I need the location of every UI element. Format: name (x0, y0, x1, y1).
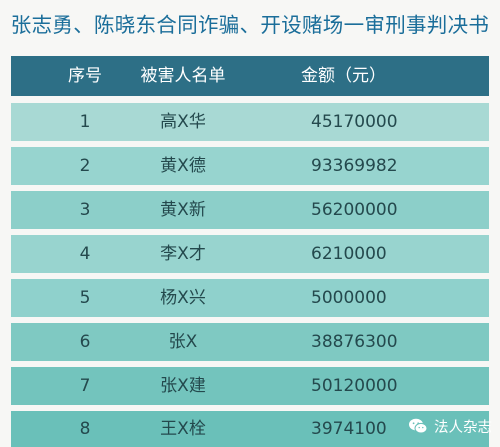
row-seq: 8 (79, 419, 91, 439)
row-seq: 7 (79, 376, 91, 396)
row-name: 张X建 (160, 376, 206, 396)
row-seq: 2 (79, 156, 91, 176)
row-name: 张X (168, 332, 198, 352)
row-name: 黄X德 (160, 156, 206, 176)
table-row: 6 张X 38876300 (11, 323, 489, 361)
row-amount: 3974100 (311, 419, 387, 439)
row-amount: 56200000 (311, 200, 398, 220)
row-seq: 5 (79, 288, 91, 308)
document-title: 张志勇、陈晓东合同诈骗、开设赌场一审刑事判决书 (10, 13, 490, 37)
row-seq: 6 (79, 332, 91, 352)
watermark: 法人杂志 (408, 413, 492, 439)
header-name: 被害人名单 (140, 66, 226, 86)
table-row: 8 王X栓 3974100 (11, 411, 489, 447)
row-amount: 45170000 (311, 112, 398, 132)
row-name: 李X才 (160, 244, 206, 264)
row-name: 王X栓 (160, 419, 206, 439)
table-row: 2 黄X德 93369982 (11, 147, 489, 185)
row-amount: 5000000 (311, 288, 387, 308)
row-name: 杨X兴 (160, 288, 206, 308)
row-name: 高X华 (160, 112, 206, 132)
table-header: 序号 被害人名单 金额（元） (11, 56, 489, 96)
wechat-icon (409, 418, 428, 434)
table-row: 4 李X才 6210000 (11, 235, 489, 273)
table-row: 3 黄X新 56200000 (11, 191, 489, 229)
row-seq: 1 (79, 112, 91, 132)
table-row: 5 杨X兴 5000000 (11, 279, 489, 317)
header-amount: 金额（元） (301, 66, 386, 86)
row-seq: 3 (79, 200, 91, 220)
row-amount: 6210000 (311, 244, 387, 264)
header-seq: 序号 (68, 66, 102, 86)
table-row: 1 高X华 45170000 (11, 103, 489, 141)
watermark-text: 法人杂志 (434, 419, 492, 436)
row-name: 黄X新 (160, 200, 206, 220)
table-row: 7 张X建 50120000 (11, 367, 489, 405)
row-amount: 38876300 (311, 332, 398, 352)
row-amount: 50120000 (311, 376, 398, 396)
victim-table: 序号 被害人名单 金额（元） 1 高X华 45170000 2 黄X德 9336… (11, 56, 489, 447)
row-seq: 4 (79, 244, 91, 264)
row-amount: 93369982 (311, 156, 398, 176)
